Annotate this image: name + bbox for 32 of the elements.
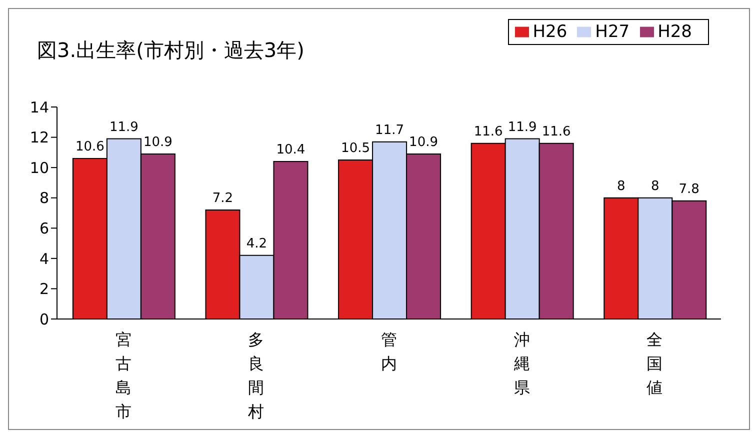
data-label: 11.6 xyxy=(542,124,571,140)
data-label: 10.6 xyxy=(75,139,104,154)
data-label: 11.7 xyxy=(375,122,404,138)
y-tick-label: 2 xyxy=(39,280,49,298)
y-tick-label: 0 xyxy=(39,310,49,328)
x-tick-label: 管内 xyxy=(381,330,397,373)
chart-title: 図3.出生率(市村別・過去3年) xyxy=(37,37,304,64)
y-tick-label: 14 xyxy=(30,98,49,116)
data-label: 4.2 xyxy=(246,236,268,252)
data-label: 8 xyxy=(650,178,660,194)
data-label: 11.6 xyxy=(474,124,503,140)
legend-label: H27 xyxy=(595,22,630,42)
x-tick-label: 宮古島市 xyxy=(115,330,132,421)
y-tick-label: 8 xyxy=(39,189,49,208)
x-tick-label: 全国値 xyxy=(646,330,663,397)
data-label: 10.5 xyxy=(341,141,370,156)
data-label: 7.8 xyxy=(678,182,700,197)
y-tick-label: 12 xyxy=(30,128,49,147)
y-tick-label: 6 xyxy=(39,219,49,238)
x-tick-label: 沖縄県 xyxy=(512,330,530,397)
x-tick-label: 多良間村 xyxy=(247,330,264,421)
data-label: 11.9 xyxy=(508,120,537,135)
y-tick-label: 4 xyxy=(39,250,49,268)
y-tick-label: 10 xyxy=(30,158,49,177)
data-label: 10.4 xyxy=(276,142,306,158)
legend-label: H26 xyxy=(532,22,568,42)
data-label: 10.9 xyxy=(409,134,438,150)
data-label: 8 xyxy=(616,178,626,194)
legend-label: H28 xyxy=(658,22,692,42)
data-label: 11.9 xyxy=(109,120,138,135)
data-label: 10.9 xyxy=(143,134,172,150)
data-label: 7.2 xyxy=(212,190,234,206)
